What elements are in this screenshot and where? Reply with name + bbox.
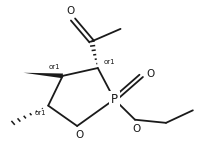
Text: O: O xyxy=(67,6,75,16)
Text: or1: or1 xyxy=(49,64,61,70)
Text: P: P xyxy=(111,93,118,106)
Text: O: O xyxy=(132,124,140,134)
Text: or1: or1 xyxy=(104,59,116,65)
Text: O: O xyxy=(146,69,155,79)
Text: O: O xyxy=(75,130,83,140)
Text: or1: or1 xyxy=(35,110,46,116)
Polygon shape xyxy=(24,73,63,78)
